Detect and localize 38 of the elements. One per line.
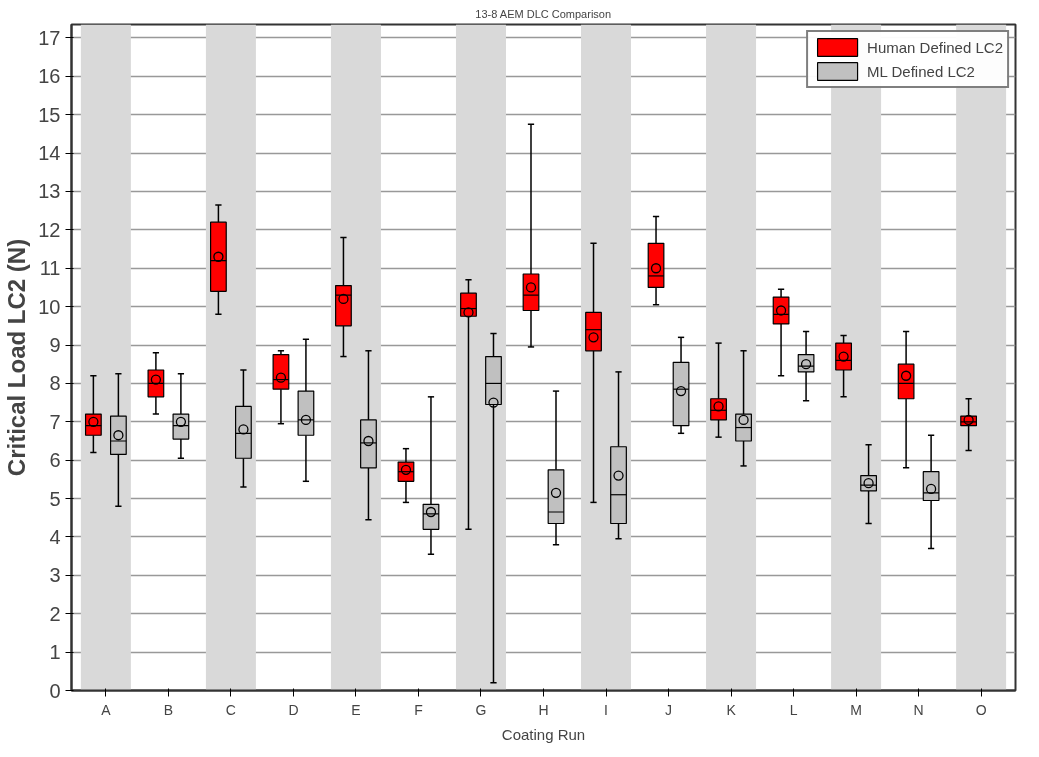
y-tick-label: 14 bbox=[38, 142, 61, 165]
y-tick-label: 6 bbox=[49, 449, 61, 472]
x-tick-label: O bbox=[975, 701, 987, 718]
x-tick-label: E bbox=[351, 701, 361, 718]
y-tick-label: 1 bbox=[49, 641, 61, 664]
y-tick-label: 2 bbox=[49, 602, 61, 625]
y-tick-label: 11 bbox=[39, 257, 61, 280]
y-tick-label: 5 bbox=[49, 487, 61, 510]
x-tick-label: C bbox=[225, 701, 236, 718]
x-tick-label: I bbox=[604, 701, 608, 718]
y-tick-label: 13 bbox=[38, 180, 61, 203]
x-tick-label: M bbox=[850, 701, 862, 718]
legend-label: Human Defined LC2 bbox=[867, 38, 1003, 56]
x-axis-title: Coating Run bbox=[501, 725, 586, 743]
y-tick-label: 3 bbox=[49, 564, 61, 587]
y-tick-label: 8 bbox=[49, 372, 61, 395]
y-tick-label: 12 bbox=[38, 218, 61, 241]
x-tick-label: A bbox=[101, 701, 112, 718]
x-tick-label: L bbox=[789, 701, 798, 718]
y-tick-label: 0 bbox=[49, 679, 61, 702]
x-tick-label: G bbox=[475, 701, 487, 718]
x-tick-label: J bbox=[665, 701, 673, 718]
x-tick-label: K bbox=[726, 701, 737, 718]
y-axis-title: Critical Load LC2 (N) bbox=[3, 238, 31, 477]
x-tick-label: N bbox=[913, 701, 924, 718]
y-tick-label: 10 bbox=[38, 295, 61, 318]
y-tick-label: 15 bbox=[38, 103, 61, 126]
x-tick-label: H bbox=[538, 701, 549, 718]
y-tick-label: 16 bbox=[38, 65, 61, 88]
y-tick-label: 9 bbox=[49, 334, 61, 357]
legend-label: ML Defined LC2 bbox=[867, 62, 975, 80]
x-tick-label: F bbox=[414, 701, 423, 718]
x-tick-label: D bbox=[288, 701, 299, 718]
chart-title: 13-8 AEM DLC Comparison bbox=[475, 7, 612, 20]
y-tick-label: 17 bbox=[38, 26, 61, 49]
x-tick-label: B bbox=[163, 701, 174, 718]
y-tick-label: 7 bbox=[49, 410, 61, 433]
y-tick-label: 4 bbox=[49, 525, 61, 548]
